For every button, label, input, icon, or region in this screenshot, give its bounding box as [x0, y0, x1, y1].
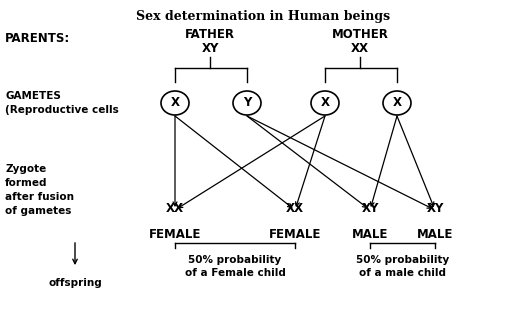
Text: Y: Y	[243, 97, 251, 110]
Text: X: X	[393, 97, 402, 110]
Text: XY: XY	[201, 42, 219, 55]
Text: GAMETES
(Reproductive cells: GAMETES (Reproductive cells	[5, 91, 119, 115]
Text: FEMALE: FEMALE	[149, 228, 201, 241]
Text: X: X	[171, 97, 180, 110]
Text: MOTHER: MOTHER	[331, 28, 388, 41]
Text: XX: XX	[351, 42, 369, 55]
Text: PARENTS:: PARENTS:	[5, 32, 70, 45]
Text: X: X	[320, 97, 329, 110]
Text: 50% probability
of a Female child: 50% probability of a Female child	[184, 255, 286, 278]
Text: XY: XY	[362, 202, 379, 215]
Ellipse shape	[311, 91, 339, 115]
Text: XY: XY	[426, 202, 444, 215]
Text: MALE: MALE	[417, 228, 453, 241]
Text: Zygote
formed
after fusion
of gametes: Zygote formed after fusion of gametes	[5, 164, 74, 216]
Text: FEMALE: FEMALE	[269, 228, 321, 241]
Ellipse shape	[161, 91, 189, 115]
Text: XX: XX	[286, 202, 304, 215]
Ellipse shape	[383, 91, 411, 115]
Ellipse shape	[233, 91, 261, 115]
Text: Sex determination in Human beings: Sex determination in Human beings	[136, 10, 391, 23]
Text: 50% probability
of a male child: 50% probability of a male child	[356, 255, 449, 278]
Text: offspring: offspring	[48, 278, 102, 288]
Text: MALE: MALE	[352, 228, 388, 241]
Text: FATHER: FATHER	[185, 28, 235, 41]
Text: XX: XX	[166, 202, 184, 215]
